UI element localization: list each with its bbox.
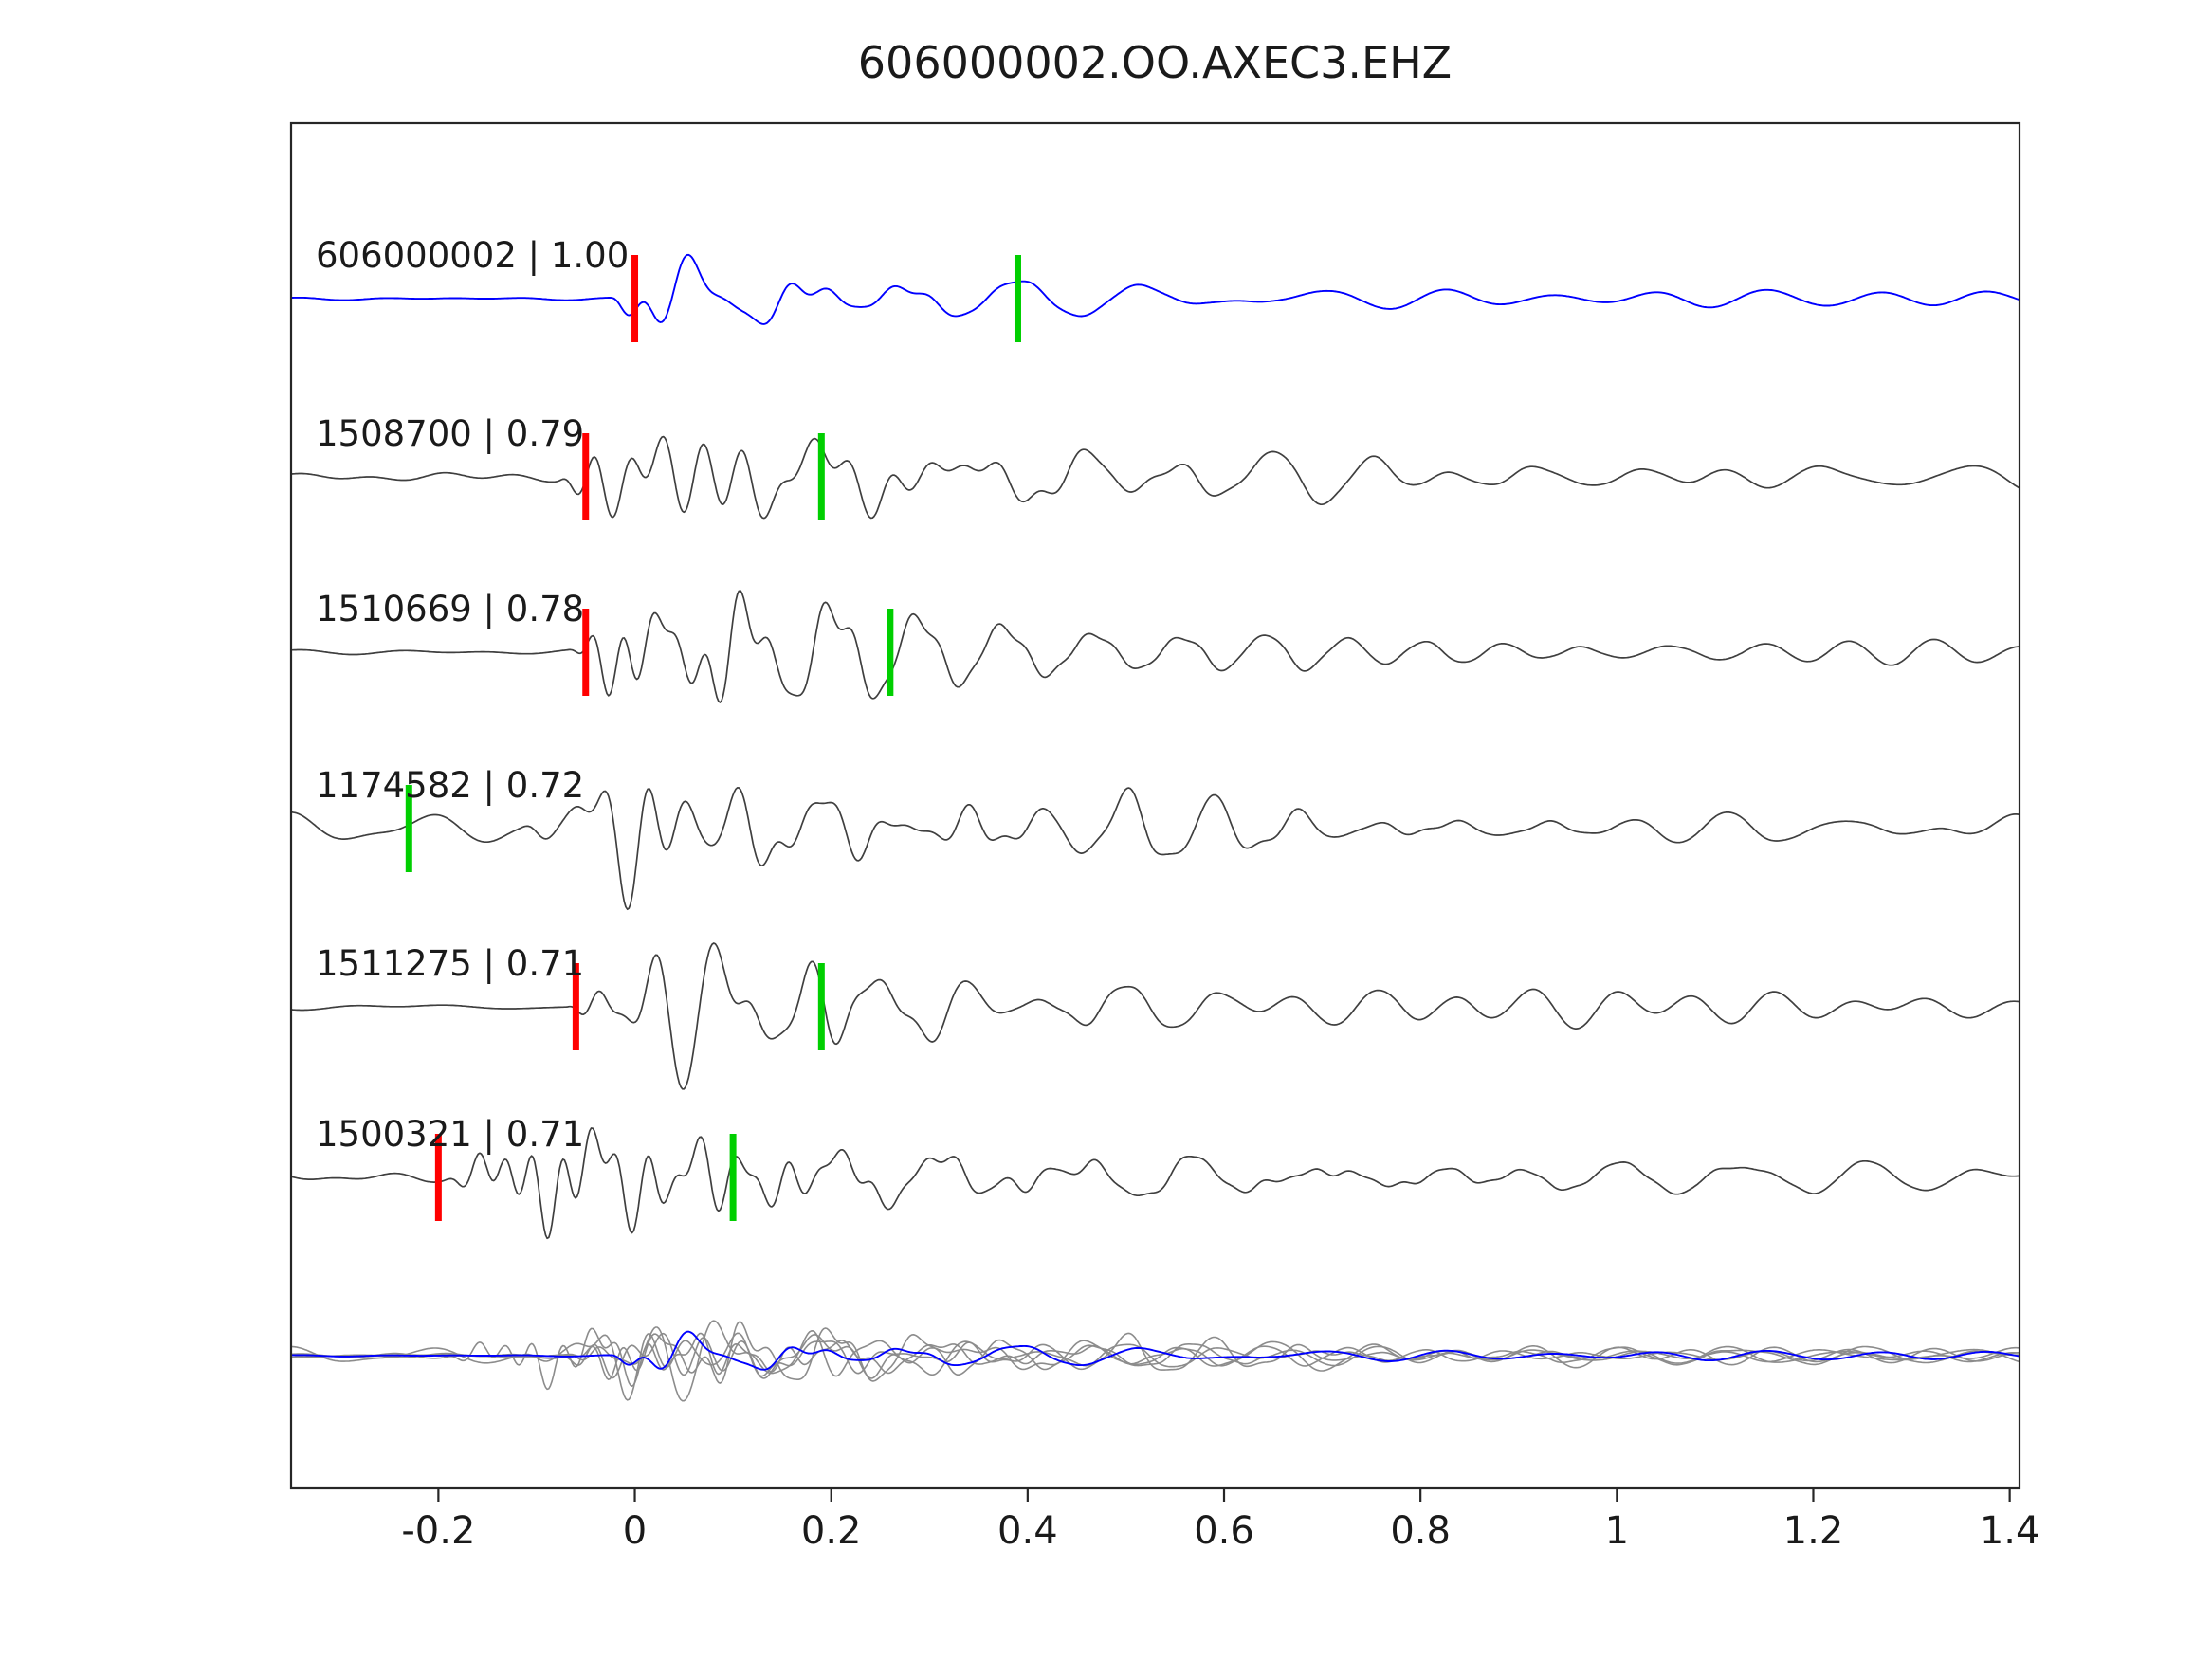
x-tick-label: 1.2	[1783, 1509, 1844, 1553]
trace-label-1174582: 1174582 | 0.72	[316, 765, 584, 806]
overlay-trace-1508700	[291, 1332, 2020, 1379]
trace-label-606000002: 606000002 | 1.00	[316, 235, 629, 276]
trace-1500321	[291, 1127, 2020, 1240]
x-tick-label: 0.8	[1390, 1509, 1451, 1553]
axis-layer: -0.2 0 0.2 0.4 0.6 0.8 1 1.2 1.4	[289, 121, 2040, 1553]
overlay-trace-1500321	[291, 1327, 2020, 1391]
trace-label-layer: 606000002 | 1.00 1508700 | 0.79 1510669 | …	[316, 235, 629, 1155]
x-tick-label: 0.6	[1194, 1509, 1254, 1553]
trace-label-1508700: 1508700 | 0.79	[316, 413, 584, 454]
x-tick-label: 0.2	[801, 1509, 862, 1553]
pick-marker-layer	[405, 255, 1021, 1221]
trace-1174582	[291, 787, 2020, 911]
x-tick-label: -0.2	[401, 1509, 475, 1553]
axis-box	[289, 121, 2021, 1490]
trace-1508700	[291, 435, 2020, 520]
trace-label-1510669: 1510669 | 0.78	[316, 589, 584, 629]
trace-606000002	[291, 253, 2020, 325]
trace-layer	[291, 253, 2020, 1402]
x-tick-label: 1	[1605, 1509, 1629, 1553]
trace-label-1511275: 1511275 | 0.71	[316, 943, 584, 984]
x-tick-label: 1.4	[1980, 1509, 2040, 1553]
x-tick-label: 0	[623, 1509, 647, 1553]
trace-1510669	[291, 590, 2020, 703]
overlay-trace-1511275	[291, 1320, 2020, 1402]
overlay-trace-1174582	[291, 1332, 2020, 1401]
overlay-trace-606000002	[291, 1330, 2020, 1371]
chart-title: 606000002.OO.AXEC3.EHZ	[858, 37, 1452, 88]
trace-label-1500321: 1500321 | 0.71	[316, 1114, 584, 1155]
x-tick-label: 0.4	[997, 1509, 1058, 1553]
